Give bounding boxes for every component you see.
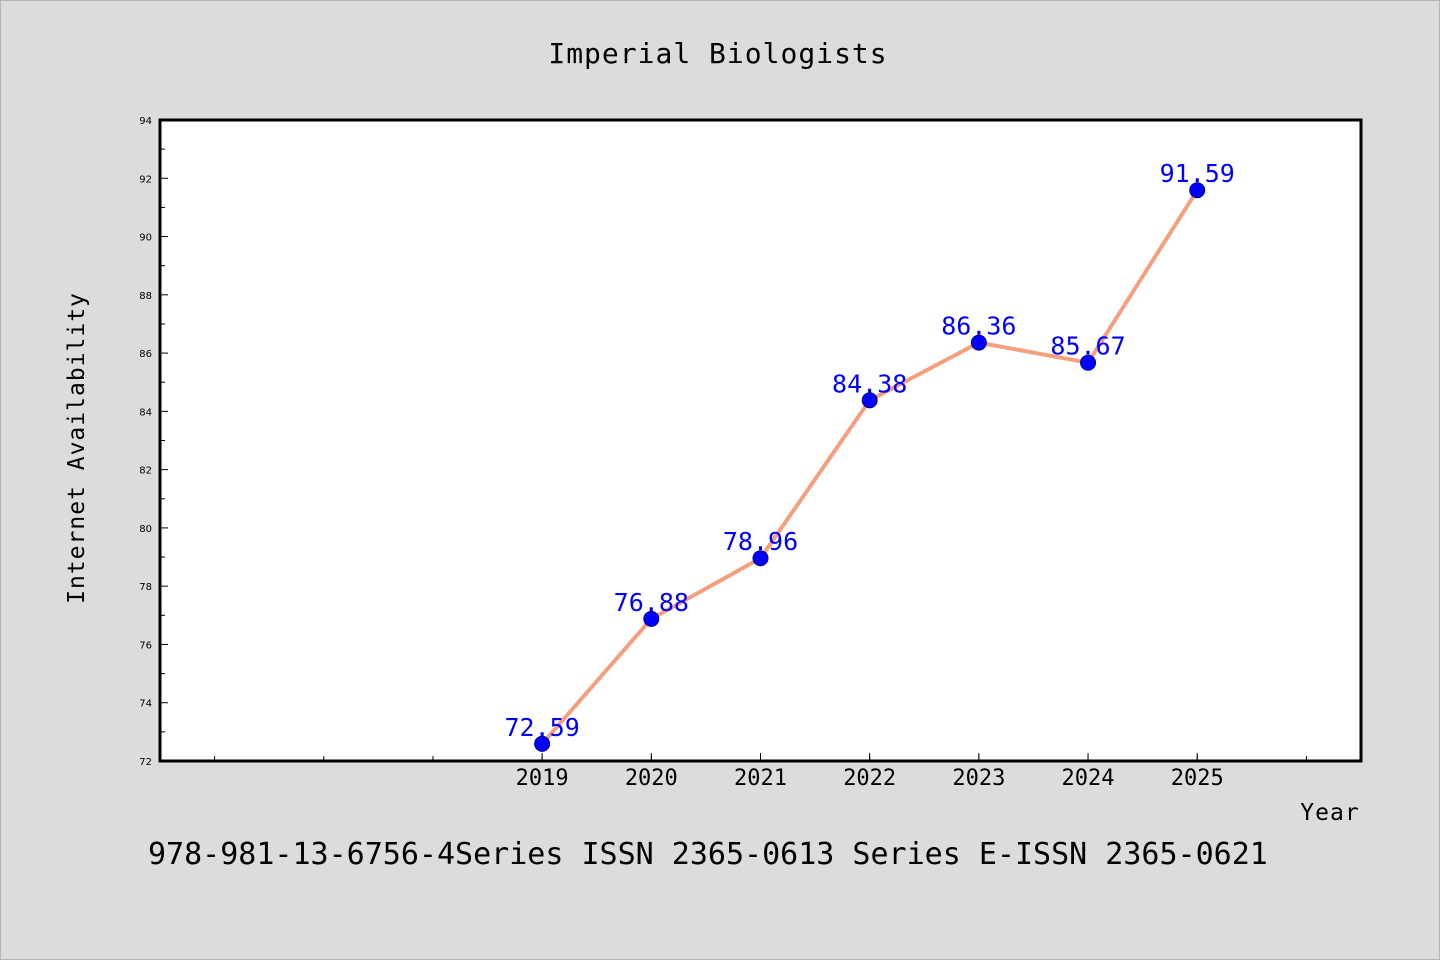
x-tick-label: 2019: [516, 766, 569, 791]
data-label: 86.36: [941, 312, 1016, 341]
x-tick-label: 2021: [734, 766, 787, 791]
y-tick-label: 74: [139, 699, 152, 710]
series-group: 72.59 76.88 78.96 84.38 86.36 85.67 91.59: [505, 159, 1235, 752]
x-axis-label: Year: [1300, 800, 1359, 826]
data-label: 78.96: [723, 527, 798, 556]
x-tick-label: 2025: [1171, 766, 1224, 791]
data-point-marker: [752, 550, 769, 567]
data-point-marker: [970, 334, 987, 351]
y-tick-label: 88: [139, 291, 152, 302]
data-point-marker: [861, 392, 878, 409]
data-point-marker: [1080, 354, 1097, 371]
plot-area: [158, 118, 1363, 763]
data-label: 91.59: [1160, 159, 1235, 188]
x-tick-label: 2023: [952, 766, 1005, 791]
y-tick-label: 84: [139, 407, 152, 418]
data-point-marker: [643, 610, 660, 627]
x-tick-label: 2024: [1062, 766, 1115, 791]
y-axis-label: Internet Availability: [64, 292, 90, 604]
y-tick-label: 72: [139, 757, 152, 768]
data-label: 76.88: [614, 588, 689, 617]
footer-isbn-issn-text: 978-981-13-6756-4Series ISSN 2365-0613 S…: [148, 837, 1268, 872]
chart-title: Imperial Biologists: [548, 37, 887, 70]
x-tick-label: 2022: [843, 766, 896, 791]
x-tick-label: 2020: [625, 766, 678, 791]
y-tick-label: 94: [139, 116, 152, 127]
x-axis: 2019 2020 2021 2022 2023 2024 2025: [214, 753, 1307, 791]
y-tick-label: 78: [139, 582, 152, 593]
data-label: 85.67: [1050, 332, 1125, 361]
y-tick-label: 76: [139, 640, 152, 651]
data-label: 84.38: [832, 369, 907, 398]
y-tick-label: 86: [139, 349, 152, 360]
y-tick-label: 80: [139, 524, 152, 535]
data-point-marker: [534, 735, 551, 752]
y-axis: 72 74 76 78 80 82 84 86 88 90 92 94: [139, 116, 168, 768]
y-tick-label: 82: [139, 466, 152, 477]
data-label: 72.59: [505, 713, 580, 742]
y-tick-label: 92: [139, 174, 152, 185]
data-point-marker: [1189, 182, 1206, 199]
y-tick-label: 90: [139, 233, 152, 244]
